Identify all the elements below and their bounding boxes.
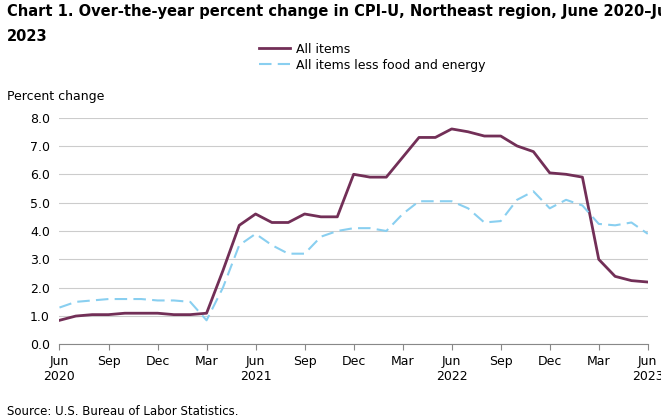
Legend: All items, All items less food and energy: All items, All items less food and energ… xyxy=(254,38,491,77)
All items less food and energy xyxy=(546,206,554,211)
All items xyxy=(137,311,145,316)
All items less food and energy xyxy=(611,223,619,228)
All items less food and energy xyxy=(317,234,325,239)
All items less food and energy xyxy=(627,220,635,225)
All items less food and energy xyxy=(644,231,652,236)
All items less food and energy xyxy=(350,226,358,231)
All items less food and energy xyxy=(464,206,472,211)
All items less food and energy xyxy=(88,298,96,303)
All items xyxy=(235,223,243,228)
All items xyxy=(268,220,276,225)
All items less food and energy xyxy=(268,243,276,248)
All items less food and energy xyxy=(481,220,488,225)
All items xyxy=(317,214,325,219)
All items less food and energy xyxy=(235,243,243,248)
All items less food and energy xyxy=(72,299,80,304)
All items less food and energy xyxy=(513,197,521,202)
All items less food and energy xyxy=(595,221,603,226)
All items less food and energy xyxy=(170,298,178,303)
All items xyxy=(595,257,603,262)
All items xyxy=(644,280,652,285)
All items xyxy=(562,172,570,177)
All items xyxy=(72,313,80,318)
All items less food and energy xyxy=(366,226,374,231)
All items xyxy=(284,220,292,225)
Text: 2023: 2023 xyxy=(7,29,47,45)
Line: All items: All items xyxy=(59,129,648,320)
Text: Percent change: Percent change xyxy=(7,90,104,103)
All items xyxy=(382,175,390,180)
All items xyxy=(333,214,341,219)
All items less food and energy xyxy=(432,199,440,204)
All items xyxy=(513,143,521,148)
All items less food and energy xyxy=(578,203,586,208)
All items xyxy=(170,312,178,317)
All items less food and energy xyxy=(301,251,309,256)
All items xyxy=(252,211,260,217)
All items less food and energy xyxy=(186,299,194,304)
Text: Chart 1. Over-the-year percent change in CPI-U, Northeast region, June 2020–June: Chart 1. Over-the-year percent change in… xyxy=(7,4,661,19)
All items less food and energy xyxy=(252,231,260,236)
All items less food and energy xyxy=(202,318,210,323)
All items less food and energy xyxy=(415,199,423,204)
All items less food and energy xyxy=(284,251,292,256)
All items xyxy=(627,278,635,283)
All items xyxy=(104,312,112,317)
All items less food and energy xyxy=(497,218,505,223)
All items less food and energy xyxy=(56,305,63,310)
All items xyxy=(497,134,505,139)
All items xyxy=(578,175,586,180)
All items less food and energy xyxy=(382,228,390,234)
All items xyxy=(186,312,194,317)
All items xyxy=(481,134,488,139)
All items less food and energy xyxy=(333,228,341,234)
All items less food and energy xyxy=(399,211,407,217)
All items xyxy=(56,318,63,323)
All items less food and energy xyxy=(121,297,129,302)
All items xyxy=(121,311,129,316)
All items less food and energy xyxy=(153,298,161,303)
All items xyxy=(219,268,227,273)
All items xyxy=(399,155,407,160)
All items less food and energy xyxy=(137,297,145,302)
All items xyxy=(611,274,619,279)
All items xyxy=(546,171,554,176)
All items xyxy=(464,129,472,134)
Text: Source: U.S. Bureau of Labor Statistics.: Source: U.S. Bureau of Labor Statistics. xyxy=(7,405,238,418)
All items xyxy=(350,172,358,177)
All items xyxy=(432,135,440,140)
All items less food and energy xyxy=(219,285,227,290)
All items less food and energy xyxy=(447,199,455,204)
All items xyxy=(447,126,455,131)
All items less food and energy xyxy=(562,197,570,202)
All items less food and energy xyxy=(529,189,537,194)
All items xyxy=(529,149,537,154)
All items xyxy=(88,312,96,317)
Line: All items less food and energy: All items less food and energy xyxy=(59,191,648,320)
All items xyxy=(202,311,210,316)
All items xyxy=(153,311,161,316)
All items xyxy=(415,135,423,140)
All items xyxy=(301,211,309,217)
All items less food and energy xyxy=(104,297,112,302)
All items xyxy=(366,175,374,180)
